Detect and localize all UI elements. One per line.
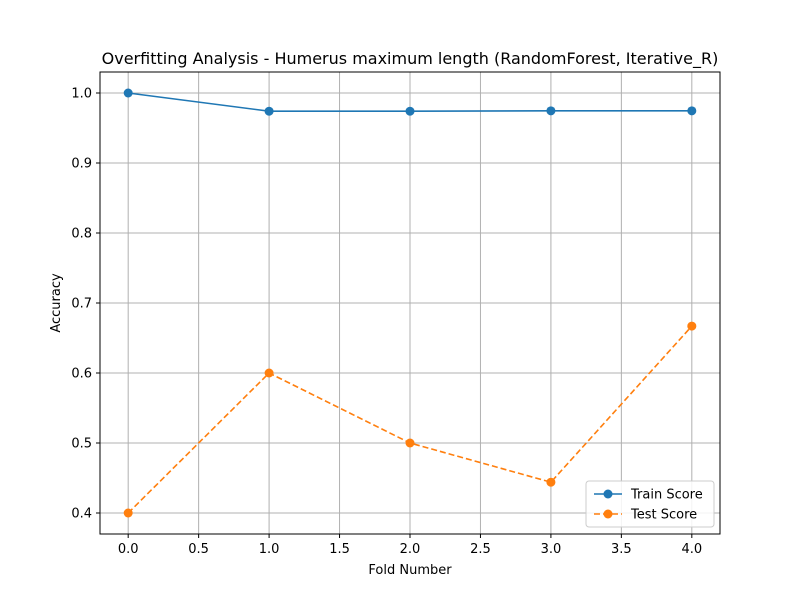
x-tick-label: 2.5	[470, 542, 491, 557]
legend-box	[585, 480, 715, 528]
legend: Train Score Test Score	[585, 480, 715, 528]
series-group	[123, 88, 697, 518]
chart-title: Overfitting Analysis - Humerus maximum l…	[102, 49, 719, 69]
y-axis-ticks: 0.4 0.5 0.6 0.7 0.8 0.9 1.0	[71, 87, 100, 522]
test-score-point	[405, 438, 415, 448]
x-tick-label: 2.0	[400, 542, 421, 557]
test-score-point	[264, 368, 274, 378]
train-score-series	[123, 88, 697, 116]
x-tick-label: 0.5	[188, 542, 209, 557]
train-score-point	[405, 106, 415, 116]
y-tick-label: 0.8	[71, 227, 92, 242]
grid-lines	[100, 72, 720, 534]
test-score-point	[687, 321, 697, 331]
x-axis-label: Fold Number	[368, 563, 452, 578]
y-tick-label: 0.7	[71, 297, 92, 312]
y-tick-label: 0.5	[71, 437, 92, 452]
y-tick-label: 0.6	[71, 367, 92, 382]
test-score-series	[123, 321, 697, 518]
train-score-point	[123, 88, 133, 98]
train-score-point	[264, 106, 274, 116]
y-tick-label: 0.4	[71, 507, 92, 522]
test-score-point	[123, 508, 133, 518]
train-score-legend-marker	[603, 489, 613, 499]
x-tick-label: 3.5	[611, 542, 632, 557]
x-tick-label: 1.5	[329, 542, 350, 557]
x-tick-label: 4.0	[681, 542, 702, 557]
x-tick-label: 0.0	[118, 542, 139, 557]
train-score-point	[546, 106, 556, 116]
train-score-point	[687, 106, 697, 116]
test-score-legend-label: Test Score	[630, 508, 697, 523]
test-score-point	[546, 477, 556, 487]
test-score-legend-marker	[603, 509, 613, 519]
y-tick-label: 0.9	[71, 157, 92, 172]
x-tick-label: 1.0	[259, 542, 280, 557]
y-tick-label: 1.0	[71, 87, 92, 102]
y-axis-label: Accuracy	[49, 273, 64, 333]
x-axis-ticks: 0.0 0.5 1.0 1.5 2.0 2.5 3.0 3.5 4.0	[118, 534, 702, 557]
train-score-legend-label: Train Score	[630, 488, 703, 503]
x-tick-label: 3.0	[541, 542, 562, 557]
